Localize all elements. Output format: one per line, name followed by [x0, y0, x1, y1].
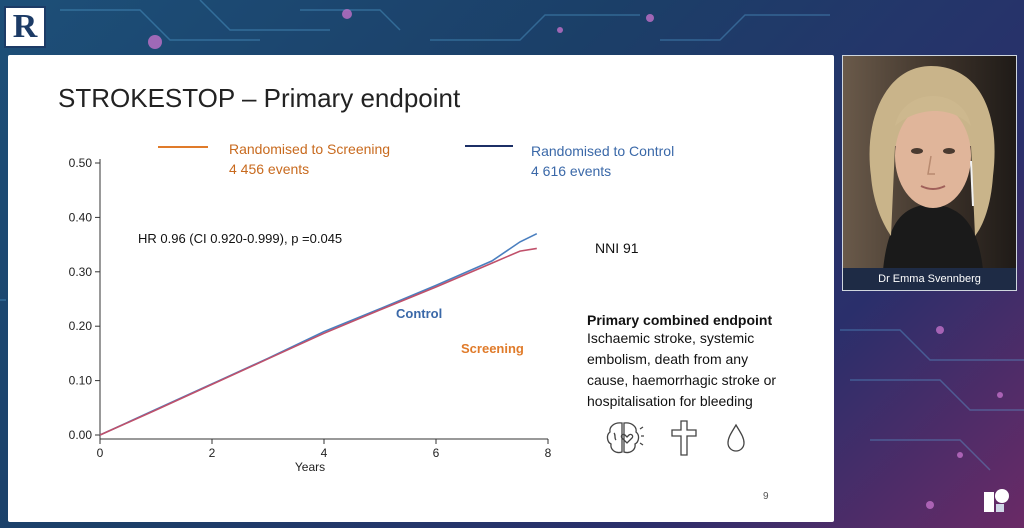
speaker-portrait: [843, 56, 1016, 270]
y-tick-label: 0.40: [69, 210, 93, 224]
y-tick-label: 0.00: [69, 428, 93, 442]
y-tick-label: 0.50: [69, 156, 93, 170]
endpoint-title: Primary combined endpoint: [587, 312, 773, 328]
hr-text: HR 0.96 (CI 0.920-0.999), p =0.045: [138, 231, 343, 246]
blood-drop-icon: [727, 423, 745, 452]
series-line-screening: [99, 247, 537, 436]
endpoint-description: Ischaemic stroke, systemic embolism, dea…: [587, 330, 777, 409]
kaplan-meier-chart: 0.00 0.10 0.20 0.30 0.40 0.50 0 2 4 6 8 Years Contro…: [69, 156, 552, 474]
slide-title: STROKESTOP – Primary endpoint: [58, 83, 461, 113]
control-annotation: Control: [396, 306, 442, 321]
legend-control-events: 4 616 events: [531, 163, 612, 179]
x-tick-label: 6: [433, 446, 440, 460]
speaker-video: Dr Emma Svennberg: [842, 55, 1017, 291]
y-tick-label: 0.20: [69, 319, 93, 333]
x-tick-label: 4: [321, 446, 328, 460]
presentation-slide: STROKESTOP – Primary endpoint Randomised…: [8, 55, 834, 522]
screening-annotation: Screening: [461, 341, 524, 356]
x-axis-label: Years: [295, 460, 325, 474]
brain-icon: [606, 422, 644, 454]
platform-logo: [984, 489, 1009, 512]
legend-screening-line: [158, 146, 208, 148]
x-tick-label: 2: [209, 446, 216, 460]
legend-screening: Randomised to Screening 4 456 events: [229, 139, 390, 179]
x-tick-label: 8: [545, 446, 552, 460]
endpoint-icons: [604, 419, 748, 457]
legend-screening-events: 4 456 events: [229, 161, 310, 177]
y-tick-label: 0.30: [69, 265, 93, 279]
y-tick-label: 0.10: [69, 374, 93, 388]
legend-control-line: [465, 145, 513, 147]
x-tick-label: 0: [97, 446, 104, 460]
legend-control: Randomised to Control 4 616 events: [531, 141, 674, 181]
endpoint-block: Primary combined endpoint Ischaemic stro…: [587, 312, 787, 412]
brand-logo: R: [4, 6, 46, 48]
nni-text: NNI 91: [595, 240, 639, 256]
legend-control-label: Randomised to Control: [531, 143, 675, 159]
speaker-name-caption: Dr Emma Svennberg: [843, 268, 1016, 290]
legend-screening-label: Randomised to Screening: [229, 141, 391, 157]
page-number: 9: [763, 491, 769, 502]
cross-icon: [671, 420, 697, 456]
